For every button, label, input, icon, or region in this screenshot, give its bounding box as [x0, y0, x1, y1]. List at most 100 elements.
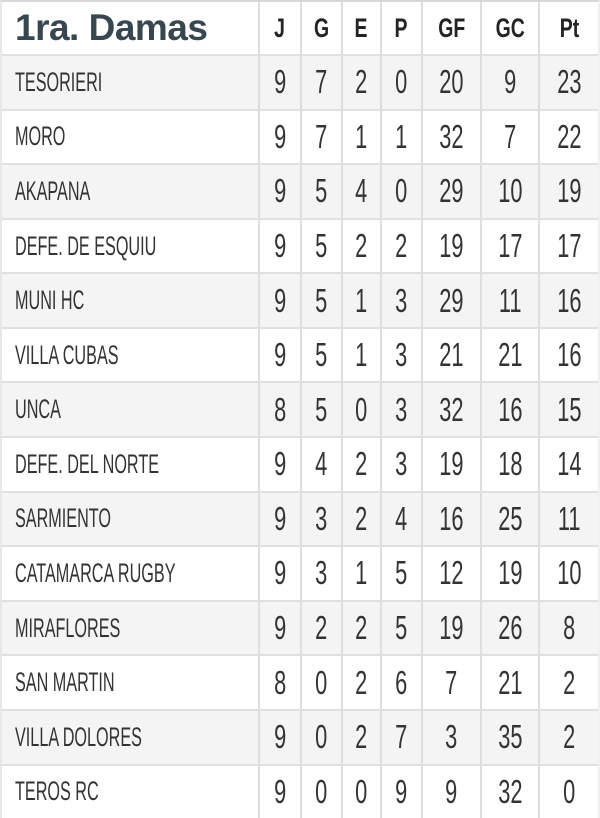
stat-points: 17: [556, 227, 582, 265]
stat-drawn-cell: 1: [341, 274, 380, 327]
stat-goals-against-cell: 9: [480, 56, 538, 109]
stat-points: 11: [557, 499, 581, 537]
stat-lost-cell: 7: [380, 710, 421, 764]
stat-lost-cell: 3: [380, 383, 421, 437]
stat-lost: 1: [395, 117, 408, 155]
column-header-lost: P: [380, 2, 421, 54]
stat-lost: 3: [395, 445, 408, 483]
table-title-cell: 1ra. Damas: [2, 2, 258, 54]
stat-lost-cell: 0: [380, 56, 421, 109]
team-name: MIRAFLORES: [15, 612, 121, 643]
stat-points-cell: 11: [538, 492, 598, 546]
stat-points: 2: [562, 663, 576, 701]
stat-goals-against-cell: 21: [480, 328, 538, 382]
stat-points: 23: [556, 63, 582, 101]
team-name: UNCA: [15, 394, 61, 425]
stat-goals-against-cell: 25: [480, 492, 538, 546]
table-body: TESORIERI 9 7 2 0 20 9 23 MORO 9: [2, 54, 598, 818]
stat-won-cell: 3: [300, 547, 341, 600]
column-header-label: E: [355, 12, 368, 43]
column-header-label: Pt: [559, 12, 579, 43]
stat-won-cell: 5: [300, 274, 341, 327]
stat-played-cell: 9: [258, 165, 300, 218]
stat-goals-against: 32: [497, 772, 523, 810]
team-name-cell: DEFE. DE ESQUIU: [2, 220, 258, 273]
stat-goals-for-cell: 19: [421, 438, 480, 491]
stat-points-cell: 2: [538, 710, 598, 764]
team-name: MORO: [15, 121, 66, 152]
team-name-cell: TEROS RC: [2, 766, 258, 818]
team-name-cell: TESORIERI: [2, 56, 258, 109]
stat-goals-against-cell: 10: [480, 165, 538, 218]
stat-goals-against-cell: 16: [480, 383, 538, 437]
team-name: AKAPANA: [15, 175, 91, 206]
stat-goals-for-cell: 29: [421, 274, 480, 327]
table-row: SARMIENTO 9 3 2 4 16 25 11: [2, 490, 598, 546]
stat-won: 2: [315, 609, 328, 647]
table-row: SAN MARTIN 8 0 2 6 7 21 2: [2, 654, 598, 709]
stat-played: 9: [273, 772, 287, 810]
stat-goals-for: 32: [439, 390, 464, 428]
stat-played: 8: [273, 663, 287, 701]
stat-won: 4: [315, 445, 328, 483]
stat-lost-cell: 5: [380, 547, 421, 600]
stat-won-cell: 5: [300, 328, 341, 382]
stat-won: 5: [315, 281, 328, 319]
stat-won-cell: 0: [300, 656, 341, 709]
stat-goals-for: 3: [445, 718, 458, 756]
column-header-label: P: [395, 12, 408, 43]
stat-drawn: 2: [355, 663, 368, 701]
stat-points: 0: [562, 772, 576, 810]
stat-points: 8: [562, 609, 576, 647]
stat-goals-for-cell: 19: [421, 601, 480, 655]
stat-goals-against: 18: [497, 445, 523, 483]
stat-lost: 0: [395, 172, 408, 210]
stat-won: 0: [315, 772, 328, 810]
stat-played-cell: 9: [258, 547, 300, 600]
team-name-cell: VILLA DOLORES: [2, 711, 258, 764]
stat-played: 9: [273, 718, 287, 756]
stat-goals-against: 19: [497, 554, 523, 592]
team-name: DEFE. DEL NORTE: [15, 448, 160, 479]
stat-lost-cell: 0: [380, 165, 421, 218]
stat-goals-for-cell: 29: [421, 165, 480, 218]
team-name: SARMIENTO: [15, 503, 112, 534]
team-name: VILLA DOLORES: [15, 721, 142, 752]
stat-points-cell: 19: [538, 165, 598, 218]
stat-drawn-cell: 2: [341, 219, 380, 273]
stat-goals-for: 7: [445, 663, 458, 701]
stat-lost: 0: [395, 63, 408, 101]
stat-won: 5: [315, 227, 328, 265]
table-row: UNCA 8 5 0 3 32 16 15: [2, 381, 598, 437]
stat-points-cell: 16: [538, 274, 598, 327]
stat-played-cell: 8: [258, 383, 300, 437]
stat-played: 9: [273, 445, 287, 483]
stat-drawn: 2: [355, 499, 368, 537]
column-header-label: J: [274, 12, 286, 43]
stat-lost-cell: 1: [380, 110, 421, 164]
stat-lost-cell: 3: [380, 438, 421, 491]
stat-drawn-cell: 2: [341, 656, 380, 709]
team-name-cell: MIRAFLORES: [2, 602, 258, 655]
team-name-cell: CATAMARCA RUGBY: [2, 547, 258, 600]
stat-goals-against: 7: [503, 117, 517, 155]
stat-goals-for-cell: 12: [421, 547, 480, 600]
team-name-cell: MORO: [2, 111, 258, 164]
stat-lost-cell: 3: [380, 328, 421, 382]
stat-won: 5: [315, 390, 328, 428]
stat-goals-against: 21: [497, 336, 523, 374]
team-name: VILLA CUBAS: [15, 339, 119, 370]
stat-drawn: 2: [355, 718, 368, 756]
stat-drawn-cell: 2: [341, 438, 380, 491]
stat-played-cell: 9: [258, 219, 300, 273]
stat-lost-cell: 4: [380, 492, 421, 546]
stat-goals-against-cell: 19: [480, 547, 538, 600]
stat-won-cell: 0: [300, 710, 341, 764]
stat-points-cell: 2: [538, 656, 598, 709]
stat-goals-for: 19: [439, 609, 464, 647]
table-row: TESORIERI 9 7 2 0 20 9 23: [2, 54, 598, 109]
stat-played: 9: [273, 554, 287, 592]
stat-played-cell: 9: [258, 492, 300, 546]
column-header-goals-against: GC: [480, 2, 538, 54]
